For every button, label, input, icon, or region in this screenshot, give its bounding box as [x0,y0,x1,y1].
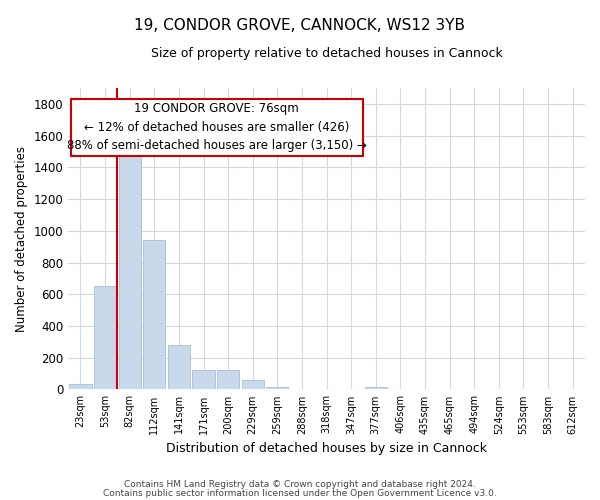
FancyBboxPatch shape [71,98,363,156]
Bar [217,370,239,390]
Bar [119,156,141,390]
Bar [266,386,289,390]
Text: Contains public sector information licensed under the Open Government Licence v3: Contains public sector information licen… [103,489,497,498]
Bar [389,388,412,390]
Text: ← 12% of detached houses are smaller (426): ← 12% of detached houses are smaller (42… [84,120,349,134]
Y-axis label: Number of detached properties: Number of detached properties [15,146,28,332]
Bar [291,388,313,390]
Bar [316,388,338,390]
Title: Size of property relative to detached houses in Cannock: Size of property relative to detached ho… [151,48,502,60]
Bar [340,388,362,390]
Bar [242,380,264,390]
Bar [143,240,166,390]
Bar [70,384,92,390]
X-axis label: Distribution of detached houses by size in Cannock: Distribution of detached houses by size … [166,442,487,455]
Bar [94,286,116,390]
Text: 19, CONDOR GROVE, CANNOCK, WS12 3YB: 19, CONDOR GROVE, CANNOCK, WS12 3YB [134,18,466,32]
Text: 19 CONDOR GROVE: 76sqm: 19 CONDOR GROVE: 76sqm [134,102,299,116]
Bar [193,370,215,390]
Bar [168,345,190,390]
Bar [365,386,387,390]
Text: 88% of semi-detached houses are larger (3,150) →: 88% of semi-detached houses are larger (… [67,139,367,152]
Text: Contains HM Land Registry data © Crown copyright and database right 2024.: Contains HM Land Registry data © Crown c… [124,480,476,489]
